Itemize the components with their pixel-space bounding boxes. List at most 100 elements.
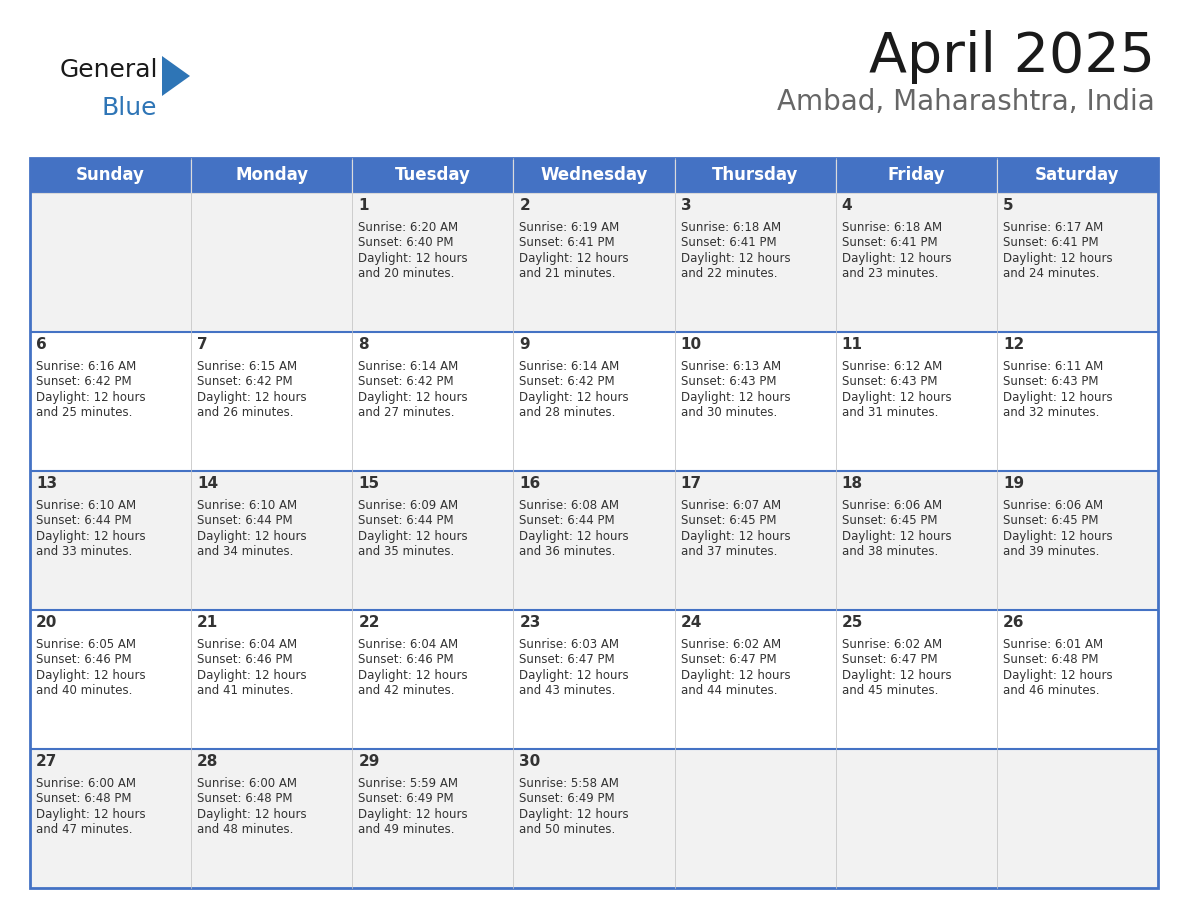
Bar — [997, 471, 1158, 610]
Bar — [835, 749, 997, 888]
Bar — [30, 471, 191, 610]
Text: 10: 10 — [681, 337, 702, 352]
Bar — [675, 610, 835, 749]
Text: Sunrise: 6:05 AM: Sunrise: 6:05 AM — [36, 638, 135, 651]
Text: Daylight: 12 hours: Daylight: 12 hours — [359, 668, 468, 682]
Bar — [997, 158, 1158, 193]
Bar — [675, 749, 835, 888]
Text: Sunset: 6:41 PM: Sunset: 6:41 PM — [519, 237, 615, 250]
Text: 22: 22 — [359, 615, 380, 630]
Text: Daylight: 12 hours: Daylight: 12 hours — [842, 530, 952, 543]
Text: 16: 16 — [519, 476, 541, 491]
Bar — [513, 471, 675, 610]
Text: and 38 minutes.: and 38 minutes. — [842, 545, 939, 558]
Text: Daylight: 12 hours: Daylight: 12 hours — [36, 808, 146, 821]
Text: Saturday: Saturday — [1035, 166, 1119, 185]
Text: 23: 23 — [519, 615, 541, 630]
Text: 2: 2 — [519, 198, 530, 213]
Text: Daylight: 12 hours: Daylight: 12 hours — [36, 530, 146, 543]
Text: Daylight: 12 hours: Daylight: 12 hours — [36, 391, 146, 404]
Text: 9: 9 — [519, 337, 530, 352]
Text: Daylight: 12 hours: Daylight: 12 hours — [359, 530, 468, 543]
Bar — [513, 193, 675, 332]
Text: Ambad, Maharashtra, India: Ambad, Maharashtra, India — [777, 88, 1155, 116]
Text: 5: 5 — [1003, 198, 1013, 213]
Text: Daylight: 12 hours: Daylight: 12 hours — [1003, 391, 1112, 404]
Text: Sunset: 6:42 PM: Sunset: 6:42 PM — [36, 375, 132, 388]
Bar — [30, 749, 191, 888]
Bar — [30, 610, 191, 749]
Text: Daylight: 12 hours: Daylight: 12 hours — [36, 668, 146, 682]
Text: Sunset: 6:48 PM: Sunset: 6:48 PM — [1003, 654, 1099, 666]
Text: and 21 minutes.: and 21 minutes. — [519, 267, 615, 280]
Text: Sunrise: 6:18 AM: Sunrise: 6:18 AM — [842, 221, 942, 234]
Text: Sunset: 6:46 PM: Sunset: 6:46 PM — [36, 654, 132, 666]
Bar — [191, 332, 353, 471]
Text: and 31 minutes.: and 31 minutes. — [842, 406, 939, 419]
Bar — [997, 193, 1158, 332]
Text: Friday: Friday — [887, 166, 946, 185]
Text: and 42 minutes.: and 42 minutes. — [359, 684, 455, 697]
Text: and 43 minutes.: and 43 minutes. — [519, 684, 615, 697]
Bar — [513, 332, 675, 471]
Text: and 50 minutes.: and 50 minutes. — [519, 823, 615, 836]
Bar — [353, 610, 513, 749]
Text: 6: 6 — [36, 337, 46, 352]
Bar — [191, 610, 353, 749]
Text: Sunrise: 6:02 AM: Sunrise: 6:02 AM — [681, 638, 781, 651]
Text: Sunrise: 5:59 AM: Sunrise: 5:59 AM — [359, 778, 459, 790]
Text: Sunrise: 6:10 AM: Sunrise: 6:10 AM — [36, 499, 137, 512]
Text: 20: 20 — [36, 615, 57, 630]
Text: Daylight: 12 hours: Daylight: 12 hours — [519, 668, 630, 682]
Bar — [30, 158, 191, 193]
Text: 17: 17 — [681, 476, 702, 491]
Bar — [30, 332, 191, 471]
Text: and 35 minutes.: and 35 minutes. — [359, 545, 455, 558]
Text: 29: 29 — [359, 754, 380, 769]
Bar — [513, 158, 675, 193]
Text: 14: 14 — [197, 476, 219, 491]
Text: 12: 12 — [1003, 337, 1024, 352]
Text: and 34 minutes.: and 34 minutes. — [197, 545, 293, 558]
Text: Sunset: 6:41 PM: Sunset: 6:41 PM — [842, 237, 937, 250]
Text: 25: 25 — [842, 615, 864, 630]
Bar — [513, 610, 675, 749]
Bar — [191, 749, 353, 888]
Text: Sunrise: 6:18 AM: Sunrise: 6:18 AM — [681, 221, 781, 234]
Bar — [353, 471, 513, 610]
Text: Blue: Blue — [102, 96, 158, 120]
Text: Sunrise: 6:14 AM: Sunrise: 6:14 AM — [519, 360, 620, 374]
Bar — [835, 332, 997, 471]
Text: and 26 minutes.: and 26 minutes. — [197, 406, 293, 419]
Text: 30: 30 — [519, 754, 541, 769]
Bar — [353, 749, 513, 888]
Text: Daylight: 12 hours: Daylight: 12 hours — [842, 668, 952, 682]
Text: Sunrise: 6:20 AM: Sunrise: 6:20 AM — [359, 221, 459, 234]
Bar — [997, 610, 1158, 749]
Text: and 44 minutes.: and 44 minutes. — [681, 684, 777, 697]
Text: Sunrise: 6:07 AM: Sunrise: 6:07 AM — [681, 499, 781, 512]
Text: and 27 minutes.: and 27 minutes. — [359, 406, 455, 419]
Text: Sunrise: 6:10 AM: Sunrise: 6:10 AM — [197, 499, 297, 512]
Bar — [30, 158, 1158, 888]
Bar — [997, 332, 1158, 471]
Text: 7: 7 — [197, 337, 208, 352]
Text: Wednesday: Wednesday — [541, 166, 647, 185]
Text: and 36 minutes.: and 36 minutes. — [519, 545, 615, 558]
Text: and 39 minutes.: and 39 minutes. — [1003, 545, 1099, 558]
Text: Daylight: 12 hours: Daylight: 12 hours — [519, 530, 630, 543]
Bar — [191, 158, 353, 193]
Text: and 28 minutes.: and 28 minutes. — [519, 406, 615, 419]
Text: Sunrise: 6:11 AM: Sunrise: 6:11 AM — [1003, 360, 1104, 374]
Text: 4: 4 — [842, 198, 852, 213]
Text: Sunrise: 6:19 AM: Sunrise: 6:19 AM — [519, 221, 620, 234]
Text: and 46 minutes.: and 46 minutes. — [1003, 684, 1099, 697]
Text: and 23 minutes.: and 23 minutes. — [842, 267, 939, 280]
Text: Thursday: Thursday — [712, 166, 798, 185]
Text: and 33 minutes.: and 33 minutes. — [36, 545, 132, 558]
Text: and 20 minutes.: and 20 minutes. — [359, 267, 455, 280]
Text: Sunrise: 6:09 AM: Sunrise: 6:09 AM — [359, 499, 459, 512]
Text: Sunset: 6:43 PM: Sunset: 6:43 PM — [1003, 375, 1099, 388]
Text: Sunset: 6:47 PM: Sunset: 6:47 PM — [681, 654, 776, 666]
Text: Sunset: 6:43 PM: Sunset: 6:43 PM — [681, 375, 776, 388]
